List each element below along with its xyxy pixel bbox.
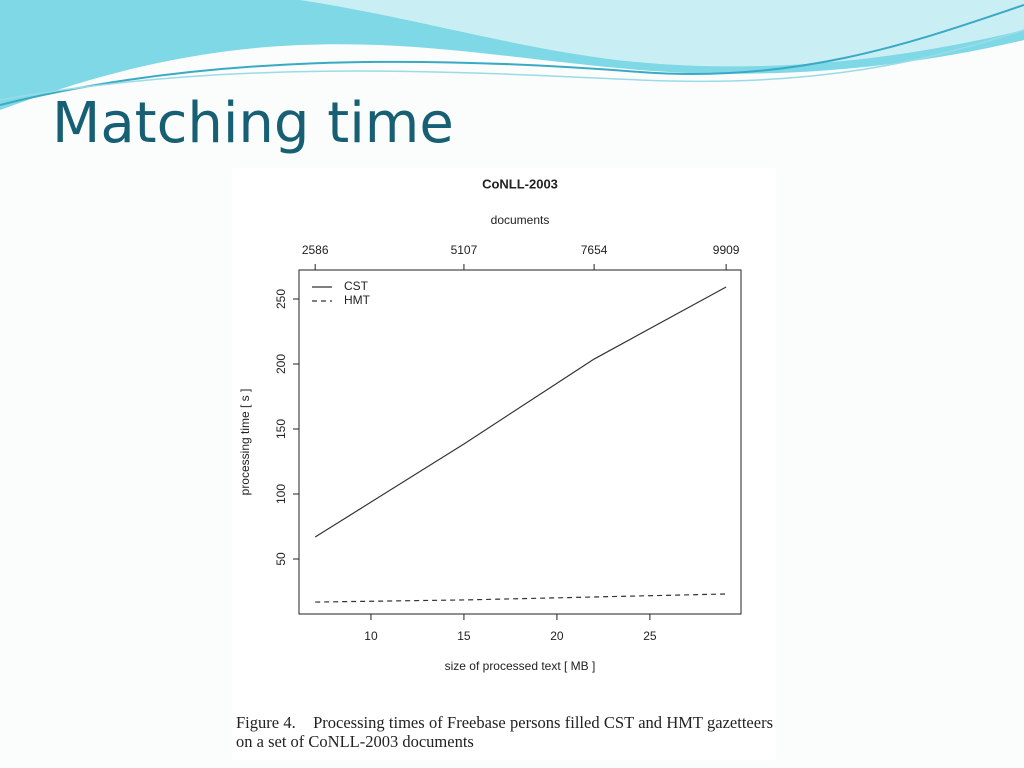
figure-background	[232, 168, 776, 760]
decor-line	[0, 4, 1024, 106]
decor-wave	[300, 0, 1024, 67]
plot-frame	[298, 269, 742, 615]
y-tick-label: 150	[274, 419, 288, 439]
x2-tick-label: 7654	[581, 243, 608, 257]
y-tick-label: 250	[274, 289, 288, 309]
y-tick-label: 100	[274, 484, 288, 504]
x-tick-label: 15	[457, 629, 471, 643]
series-line	[314, 286, 727, 538]
y-tick-label: 50	[274, 552, 288, 566]
figure-caption: Figure 4. Processing times of Freebase p…	[236, 713, 773, 751]
x2-tick-label: 2586	[302, 243, 329, 257]
legend-label: CST	[344, 279, 369, 293]
x-tick-label: 10	[364, 629, 378, 643]
x-tick-label: 25	[643, 629, 657, 643]
slide-title: Matching time	[52, 91, 454, 156]
x2-tick-label: 9909	[713, 243, 740, 257]
x-tick-label: 20	[550, 629, 564, 643]
x2-axis-label: documents	[491, 213, 550, 227]
chart: CoNLL-2003 documents size of processed tex…	[238, 176, 742, 673]
series-line	[315, 593, 727, 603]
legend-label: HMT	[344, 293, 371, 307]
chart-title: CoNLL-2003	[482, 176, 558, 191]
y-tick-label: 200	[274, 354, 288, 374]
y-axis-label: processing time [ s ]	[238, 389, 252, 496]
x2-tick-label: 5107	[451, 243, 478, 257]
x-axis-label: size of processed text [ MB ]	[445, 659, 596, 673]
decor-line	[0, 29, 1024, 101]
